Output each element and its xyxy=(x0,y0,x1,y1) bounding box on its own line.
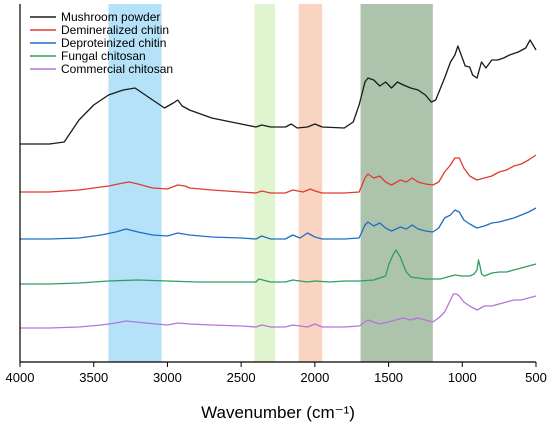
x-axis-title: Wavenumber (cm⁻¹) xyxy=(201,403,355,422)
series-line-3 xyxy=(20,207,537,240)
series-line-1 xyxy=(20,39,537,145)
axes xyxy=(19,4,536,363)
x-tick-label: 3000 xyxy=(153,370,182,385)
x-tick-label: 500 xyxy=(525,370,547,385)
x-tick-label: 1000 xyxy=(448,370,477,385)
x-tick-label: 1500 xyxy=(374,370,403,385)
highlight-band-2 xyxy=(254,4,276,362)
legend-label-4: Fungal chitosan xyxy=(61,49,146,63)
legend-label-2: Demineralized chitin xyxy=(61,23,169,37)
x-tick-label: 2000 xyxy=(300,370,329,385)
series-line-5 xyxy=(20,293,537,329)
highlight-bands xyxy=(108,4,433,362)
x-ticks: 4000 3500 3000 2500 2000 1500 1000 500 xyxy=(6,362,547,385)
series-lines xyxy=(20,39,537,329)
legend-label-1: Mushroom powder xyxy=(61,10,160,24)
x-tick-label: 2500 xyxy=(227,370,256,385)
x-tick-label: 3500 xyxy=(79,370,108,385)
series-line-2 xyxy=(20,154,537,194)
x-tick-label: 4000 xyxy=(6,370,35,385)
series-line-4 xyxy=(20,249,537,285)
highlight-band-3 xyxy=(298,4,323,362)
legend-label-5: Commercial chitosan xyxy=(61,62,173,76)
legend-label-3: Deproteinized chitin xyxy=(61,36,166,50)
